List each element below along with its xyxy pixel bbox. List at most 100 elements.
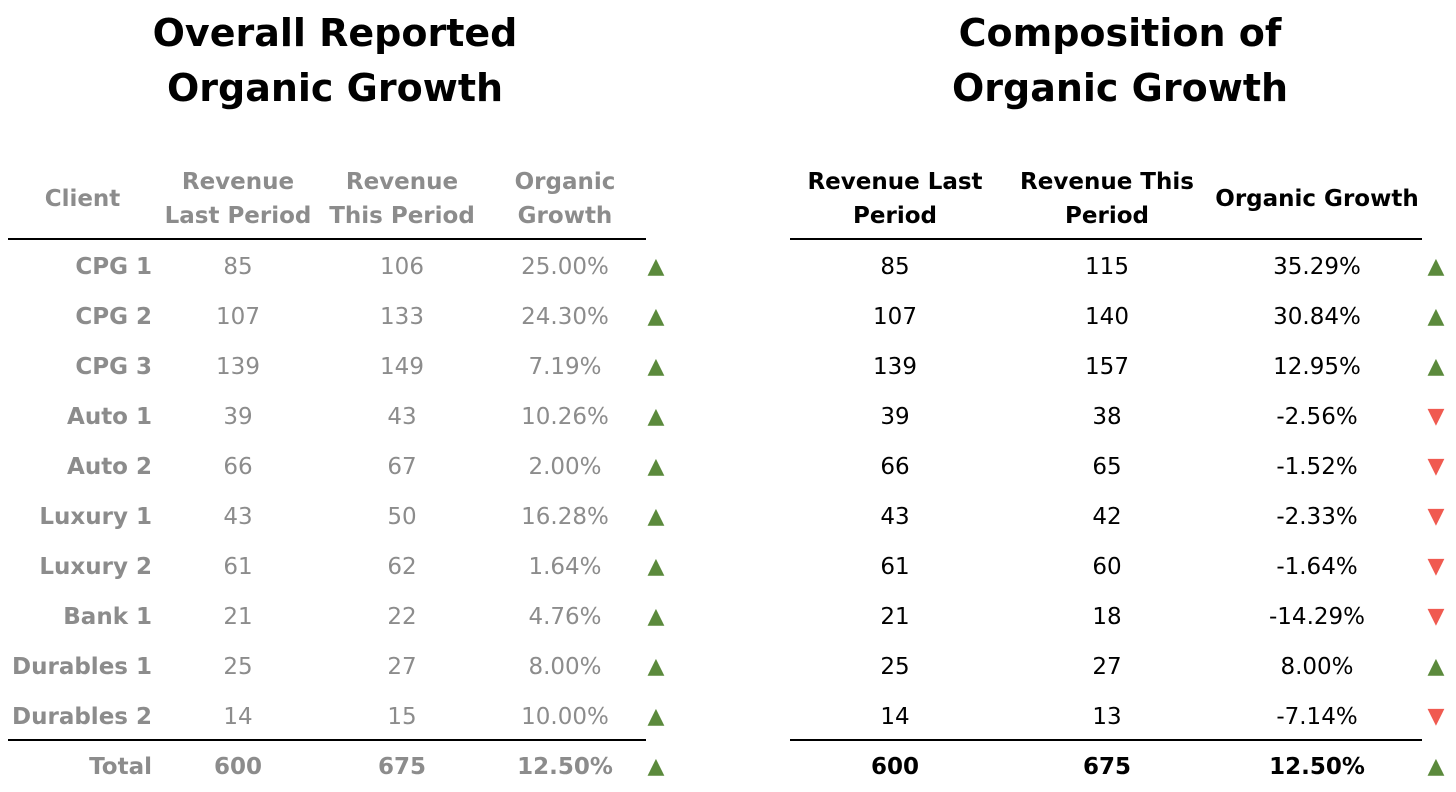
table-row: Durables 1 25 27 8.00% ▲ [0,642,700,692]
total-divider [790,739,1422,741]
total-revenue-last: 600 [213,754,262,780]
triangle-down-icon: ▼ [1427,404,1445,429]
organic-growth-value: 24.30% [521,304,609,330]
revenue-last-value: 43 [223,504,253,530]
triangle-up-icon: ▲ [647,654,665,679]
total-organic-growth: 12.50% [1269,754,1365,780]
header-divider [8,238,646,240]
triangle-down-icon: ▼ [1427,604,1445,629]
revenue-last-value: 14 [880,704,910,730]
table-row: 39 38 -2.56% ▼ [780,392,1456,442]
client-name: CPG 2 [75,304,152,330]
revenue-this-value: 115 [1085,254,1129,280]
table-row: 107 140 30.84% ▲ [780,292,1456,342]
revenue-last-value: 43 [880,504,910,530]
client-name: Luxury 1 [39,504,152,530]
organic-growth-value: 10.26% [521,404,609,430]
overall-growth-table: Client Revenue Last Period Revenue This … [0,160,700,785]
revenue-this-value: 18 [1092,604,1122,630]
revenue-last-value: 85 [880,254,910,280]
header-client: Client [44,186,121,212]
organic-growth-value: 12.95% [1273,354,1361,380]
client-name: Auto 2 [67,454,152,480]
organic-growth-value: 8.00% [1280,654,1354,680]
header-organic-growth: Organic Growth [1215,186,1419,212]
revenue-last-value: 25 [223,654,253,680]
organic-growth-value: -2.56% [1276,404,1358,430]
table-row: Luxury 2 61 62 1.64% ▲ [0,542,700,592]
client-name: Durables 1 [12,654,152,680]
revenue-this-value: 67 [387,454,417,480]
table-row: Durables 2 14 15 10.00% ▲ [0,692,700,742]
organic-growth-value: 7.19% [528,354,602,380]
client-name: Auto 1 [67,404,152,430]
table-row: 25 27 8.00% ▲ [780,642,1456,692]
organic-growth-value: 25.00% [521,254,609,280]
client-name: CPG 1 [75,254,152,280]
revenue-last-value: 85 [223,254,253,280]
table-row: 85 115 35.29% ▲ [780,242,1456,292]
triangle-down-icon: ▼ [1427,704,1445,729]
organic-growth-value: -1.52% [1276,454,1358,480]
table-row: Auto 2 66 67 2.00% ▲ [0,442,700,492]
table-row: Auto 1 39 43 10.26% ▲ [0,392,700,442]
header-revenue-this: Revenue This Period [329,169,475,229]
revenue-this-value: 149 [380,354,424,380]
client-name: CPG 3 [75,354,152,380]
table-row: 139 157 12.95% ▲ [780,342,1456,392]
triangle-up-icon: ▲ [647,304,665,329]
triangle-down-icon: ▼ [1427,554,1445,579]
triangle-up-icon: ▲ [1427,654,1445,679]
organic-growth-value: 35.29% [1273,254,1361,280]
revenue-this-value: 15 [387,704,417,730]
triangle-up-icon: ▲ [647,404,665,429]
revenue-this-value: 157 [1085,354,1129,380]
organic-growth-value: 10.00% [521,704,609,730]
total-label: Total [89,754,152,780]
header-revenue-this: Revenue This Period [1020,169,1194,229]
total-row: Total 600 675 12.50% ▲ [0,742,700,792]
revenue-last-value: 21 [223,604,253,630]
organic-growth-value: -7.14% [1276,704,1358,730]
left-table-title: Overall Reported Organic Growth [152,11,518,110]
revenue-last-value: 25 [880,654,910,680]
header-divider [790,238,1422,240]
revenue-last-value: 66 [223,454,253,480]
revenue-this-value: 106 [380,254,424,280]
header-revenue-last: Revenue Last Period [164,169,312,229]
revenue-this-value: 42 [1092,504,1122,530]
triangle-down-icon: ▼ [1427,454,1445,479]
organic-growth-value: -14.29% [1269,604,1365,630]
revenue-last-value: 107 [216,304,260,330]
organic-growth-value: -1.64% [1276,554,1358,580]
revenue-this-value: 38 [1092,404,1122,430]
total-row: 600 675 12.50% ▲ [780,742,1456,792]
total-revenue-this: 675 [377,754,426,780]
organic-growth-value: 4.76% [528,604,602,630]
revenue-this-value: 60 [1092,554,1122,580]
revenue-this-value: 65 [1092,454,1122,480]
triangle-up-icon: ▲ [647,704,665,729]
client-name: Luxury 2 [39,554,152,580]
right-table-title: Composition of Organic Growth [951,11,1289,110]
revenue-last-value: 21 [880,604,910,630]
triangle-up-icon: ▲ [647,354,665,379]
table-row: CPG 1 85 106 25.00% ▲ [0,242,700,292]
table-row: 43 42 -2.33% ▼ [780,492,1456,542]
table-row: Luxury 1 43 50 16.28% ▲ [0,492,700,542]
total-revenue-this: 675 [1082,754,1131,780]
revenue-last-value: 66 [880,454,910,480]
revenue-this-value: 27 [387,654,417,680]
revenue-last-value: 39 [880,404,910,430]
revenue-last-value: 61 [880,554,910,580]
revenue-last-value: 14 [223,704,253,730]
table-row: CPG 2 107 133 24.30% ▲ [0,292,700,342]
header-organic-growth: Organic Growth [514,169,616,229]
revenue-this-value: 62 [387,554,417,580]
organic-growth-value: 30.84% [1273,304,1361,330]
client-name: Durables 2 [12,704,152,730]
table-row: Bank 1 21 22 4.76% ▲ [0,592,700,642]
total-divider [8,739,646,741]
revenue-this-value: 13 [1092,704,1122,730]
triangle-up-icon: ▲ [1427,304,1445,329]
